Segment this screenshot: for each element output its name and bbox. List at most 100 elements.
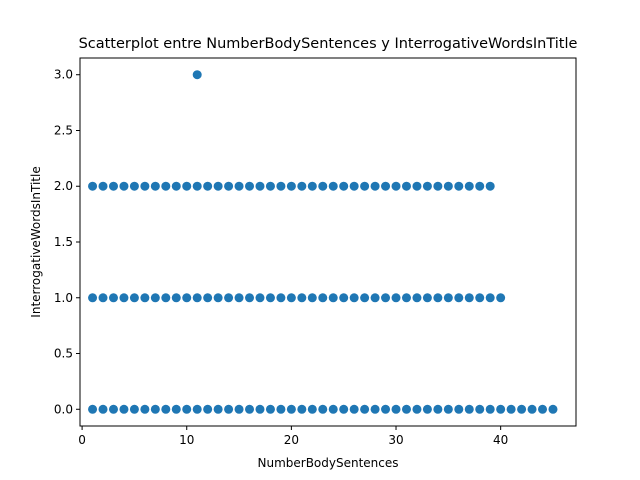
data-point — [443, 293, 453, 303]
data-point — [422, 404, 432, 414]
data-point — [234, 181, 244, 191]
data-point — [140, 181, 150, 191]
x-tick-label: 20 — [284, 433, 299, 447]
data-point — [339, 181, 349, 191]
data-point — [433, 404, 443, 414]
data-point — [401, 293, 411, 303]
data-point — [192, 404, 202, 414]
data-point — [412, 404, 422, 414]
data-point — [391, 293, 401, 303]
data-point — [297, 181, 307, 191]
y-axis-label: InterrogativeWordsInTitle — [29, 166, 43, 317]
data-point — [108, 293, 118, 303]
data-point — [475, 293, 485, 303]
data-point — [150, 404, 160, 414]
data-point — [265, 404, 275, 414]
data-point — [401, 181, 411, 191]
data-point — [360, 181, 370, 191]
data-point — [255, 404, 265, 414]
data-point — [224, 404, 234, 414]
data-point — [171, 404, 181, 414]
data-point — [182, 293, 192, 303]
y-tick-label: 2.5 — [54, 123, 73, 137]
data-point — [548, 404, 558, 414]
data-point — [129, 404, 139, 414]
data-point — [98, 181, 108, 191]
data-point — [119, 404, 129, 414]
data-point — [370, 293, 380, 303]
data-point — [129, 181, 139, 191]
data-point — [224, 293, 234, 303]
data-point — [496, 404, 506, 414]
data-point — [203, 404, 213, 414]
data-point — [171, 181, 181, 191]
data-point — [255, 181, 265, 191]
data-point — [297, 404, 307, 414]
data-point — [318, 404, 328, 414]
data-point — [213, 293, 223, 303]
data-point — [443, 404, 453, 414]
data-point — [192, 70, 202, 80]
data-point — [422, 181, 432, 191]
data-point — [245, 181, 255, 191]
data-point — [119, 181, 129, 191]
data-point — [255, 293, 265, 303]
data-point — [88, 181, 98, 191]
data-point — [349, 293, 359, 303]
data-point — [454, 181, 464, 191]
y-tick-label: 0.5 — [54, 347, 73, 361]
y-tick-label: 1.5 — [54, 235, 73, 249]
data-point — [276, 181, 286, 191]
data-point — [213, 404, 223, 414]
data-point — [203, 181, 213, 191]
data-point — [370, 181, 380, 191]
data-point — [391, 404, 401, 414]
data-point — [98, 404, 108, 414]
data-point — [475, 181, 485, 191]
x-tick-label: 40 — [493, 433, 508, 447]
data-point — [161, 181, 171, 191]
data-point — [454, 404, 464, 414]
data-point — [307, 404, 317, 414]
data-point — [245, 293, 255, 303]
data-point — [464, 404, 474, 414]
data-point — [88, 404, 98, 414]
x-axis-ticks: 0 10 20 30 40 — [78, 426, 508, 447]
data-point — [265, 293, 275, 303]
data-point — [517, 404, 527, 414]
data-point — [161, 293, 171, 303]
data-point — [182, 404, 192, 414]
data-point — [286, 293, 296, 303]
data-point — [161, 404, 171, 414]
data-point — [171, 293, 181, 303]
y-tick-label: 2.0 — [54, 179, 73, 193]
data-point — [140, 404, 150, 414]
x-tick-label: 10 — [179, 433, 194, 447]
data-point — [485, 181, 495, 191]
data-point — [381, 181, 391, 191]
data-point — [422, 293, 432, 303]
data-point — [401, 404, 411, 414]
data-point — [538, 404, 548, 414]
data-point — [192, 293, 202, 303]
data-point — [328, 181, 338, 191]
data-point — [224, 181, 234, 191]
data-point — [454, 293, 464, 303]
y-tick-label: 3.0 — [54, 68, 73, 82]
data-point — [119, 293, 129, 303]
data-point — [286, 404, 296, 414]
data-point — [485, 404, 495, 414]
x-axis-label: NumberBodySentences — [257, 456, 398, 470]
data-point — [391, 181, 401, 191]
y-tick-label: 1.0 — [54, 291, 73, 305]
data-point — [276, 293, 286, 303]
data-point — [339, 404, 349, 414]
data-point — [276, 404, 286, 414]
data-point — [433, 181, 443, 191]
x-tick-label: 0 — [78, 433, 86, 447]
data-point — [98, 293, 108, 303]
data-point — [328, 293, 338, 303]
data-point — [381, 293, 391, 303]
data-point — [213, 181, 223, 191]
